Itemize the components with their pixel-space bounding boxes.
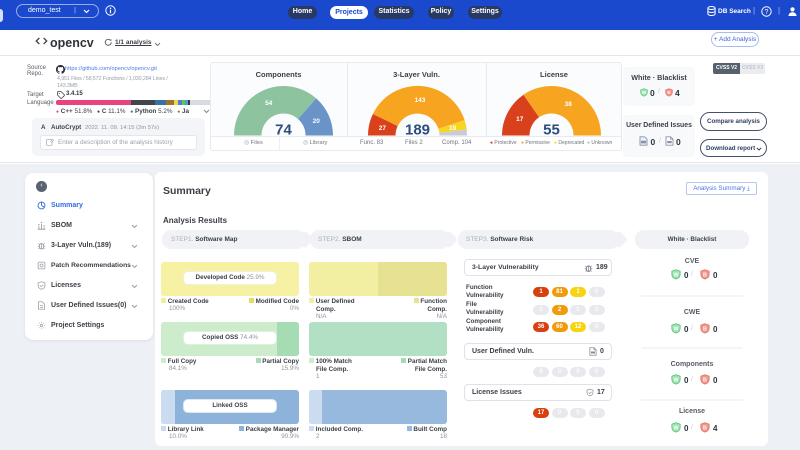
svg-text:W: W — [673, 425, 679, 431]
svg-text:38: 38 — [565, 101, 573, 108]
svg-text:20: 20 — [313, 118, 321, 125]
svg-text:19: 19 — [449, 125, 457, 132]
svg-text:189: 189 — [405, 121, 430, 138]
svg-text:143: 143 — [414, 97, 425, 104]
svg-text:?: ? — [765, 9, 769, 16]
svg-text:W: W — [673, 326, 679, 332]
svg-text:55: 55 — [543, 121, 560, 138]
svg-text:W: W — [642, 90, 647, 95]
svg-text:B: B — [703, 377, 707, 383]
svg-text:W: W — [673, 272, 679, 278]
svg-text:17: 17 — [516, 116, 524, 123]
svg-text:W: W — [673, 377, 679, 383]
svg-text:27: 27 — [379, 124, 387, 131]
svg-text:B: B — [703, 425, 707, 431]
svg-text:B: B — [667, 90, 670, 95]
svg-text:B: B — [703, 272, 707, 278]
svg-text:74: 74 — [275, 121, 292, 138]
svg-text:B: B — [703, 326, 707, 332]
svg-text:54: 54 — [265, 100, 273, 107]
